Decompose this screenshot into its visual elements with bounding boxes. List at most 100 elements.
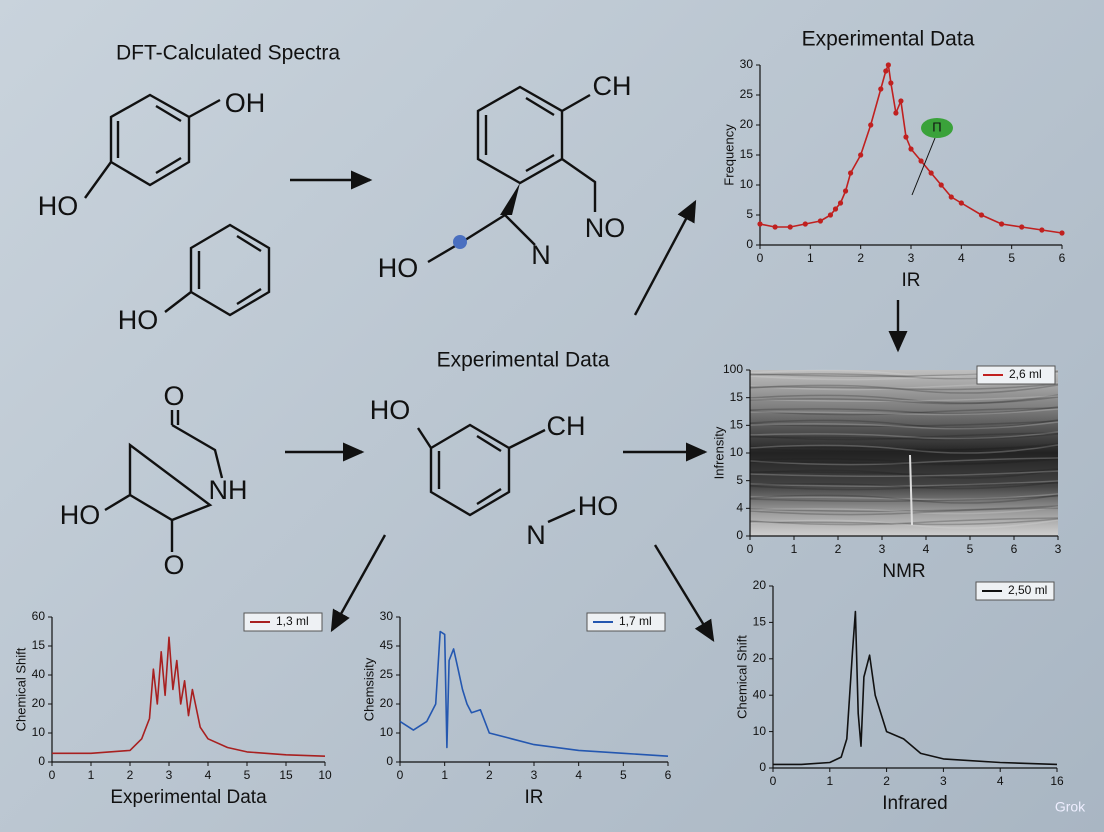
- arrows: [285, 170, 908, 643]
- annotation-bubble: [921, 118, 953, 138]
- heatmap-streak: [909, 454, 913, 526]
- spectrum-line: [399, 630, 669, 757]
- y-axis-label: Chemical Shift: [13, 647, 28, 731]
- legend-label: 1,3 ml: [276, 614, 309, 628]
- y-tick-label: 15: [32, 638, 46, 652]
- heatmap-streak: [749, 444, 1059, 454]
- axes: [51, 617, 325, 763]
- heatmap-streak: [749, 406, 1059, 415]
- data-point: [958, 200, 964, 206]
- data-point: [837, 200, 844, 206]
- x-tick-label: 1: [88, 768, 95, 782]
- spectrum-line: [52, 636, 326, 757]
- data-point: [883, 68, 889, 74]
- x-tick-label: 16: [1050, 774, 1064, 788]
- y-tick-label: 4: [736, 501, 743, 515]
- atom-label: N: [526, 520, 546, 550]
- x-axis-label: NMR: [882, 561, 925, 582]
- x-tick-label: 4: [205, 768, 212, 782]
- y-tick-label: 0: [386, 754, 393, 768]
- heatmap-streak: [749, 519, 1059, 529]
- x-tick-label: 2: [857, 251, 864, 265]
- y-tick-label: 20: [753, 578, 767, 592]
- x-tick-label: 3: [166, 768, 173, 782]
- y-tick-label: 0: [38, 754, 45, 768]
- x-tick-label: 4: [575, 768, 582, 782]
- x-tick-label: 2: [883, 774, 890, 788]
- x-tick-label: 4: [958, 251, 965, 265]
- data-point: [1019, 224, 1025, 230]
- subtitle: Experimental Data: [437, 349, 610, 372]
- x-tick-label: 1: [826, 774, 833, 788]
- x-tick-label: 0: [747, 542, 754, 556]
- data-point: [802, 221, 808, 227]
- annotation-leader: [911, 137, 936, 196]
- x-axis-label: IR: [902, 270, 921, 291]
- heatmap-streak: [749, 432, 1059, 441]
- data-point: [888, 80, 894, 86]
- y-tick-label: 10: [730, 445, 744, 459]
- legend-label: 2,6 ml: [1009, 367, 1042, 381]
- x-tick-label: 2: [835, 542, 842, 556]
- heatmap-streak: [749, 383, 1059, 391]
- x-tick-label: 6: [665, 768, 672, 782]
- y-axis-label: Frequency: [721, 124, 736, 186]
- x-tick-label: 6: [1011, 542, 1018, 556]
- y-tick-label: 40: [753, 687, 767, 701]
- data-point: [999, 221, 1005, 227]
- x-tick-label: 2: [486, 768, 493, 782]
- atom-label: HO: [60, 500, 101, 530]
- legend-box: [243, 612, 323, 632]
- y-tick-label: 10: [753, 724, 767, 738]
- x-axis-label: IR: [525, 787, 544, 808]
- data-point: [848, 170, 854, 176]
- y-axis-label: Chemsisity: [361, 657, 376, 721]
- annotation: Π: [932, 119, 941, 134]
- x-tick-label: 5: [244, 768, 251, 782]
- data-point: [978, 212, 985, 218]
- title: DFT-Calculated Spectra: [116, 42, 340, 65]
- molecules: [84, 85, 597, 552]
- x-tick-label: 2: [127, 768, 134, 782]
- x-tick-label: 4: [923, 542, 930, 556]
- data-point: [903, 134, 909, 140]
- x-tick-label: 5: [620, 768, 627, 782]
- heatmap-streak: [749, 419, 1059, 429]
- atom-label: HO: [378, 253, 419, 283]
- heatmap-streak: [749, 394, 1059, 404]
- heatmap-streak: [749, 431, 1059, 440]
- atom-label: O: [163, 550, 184, 580]
- atom-label: OH: [225, 88, 266, 118]
- x-tick-label: 1: [807, 251, 814, 265]
- x-tick-label: 5: [967, 542, 974, 556]
- heatmap-streak: [749, 408, 1059, 416]
- data-point: [878, 86, 884, 92]
- atom-label: CH: [547, 411, 586, 441]
- y-axis-label: Chemical Shift: [734, 635, 749, 719]
- x-tick-label: 3: [531, 768, 538, 782]
- heatmap-streak: [749, 445, 1059, 452]
- data-point: [1039, 227, 1045, 233]
- heatmap-streak: [749, 407, 1059, 416]
- x-tick-label: 10: [318, 768, 332, 782]
- atom-label: N: [531, 240, 551, 270]
- atom-label: HO: [118, 305, 159, 335]
- legend-box: [975, 581, 1055, 601]
- y-tick-label: 10: [380, 725, 394, 739]
- heatmap-streak: [749, 420, 1059, 427]
- heatmap-streak: [749, 443, 1059, 451]
- legend-label: 1,7 ml: [619, 614, 652, 628]
- heatmap-streak: [749, 495, 1059, 502]
- data-point: [787, 224, 793, 230]
- x-axis-label: Experimental Data: [110, 787, 267, 808]
- atom-label: HO: [38, 191, 79, 221]
- data-point: [885, 62, 891, 68]
- x-tick-label: 0: [49, 768, 56, 782]
- y-tick-label: 45: [380, 638, 394, 652]
- x-tick-label: 3: [908, 251, 915, 265]
- data-point: [938, 182, 944, 188]
- y-tick-label: 10: [32, 725, 46, 739]
- atom-label: HO: [578, 491, 619, 521]
- x-axis-label: Infrared: [882, 793, 947, 814]
